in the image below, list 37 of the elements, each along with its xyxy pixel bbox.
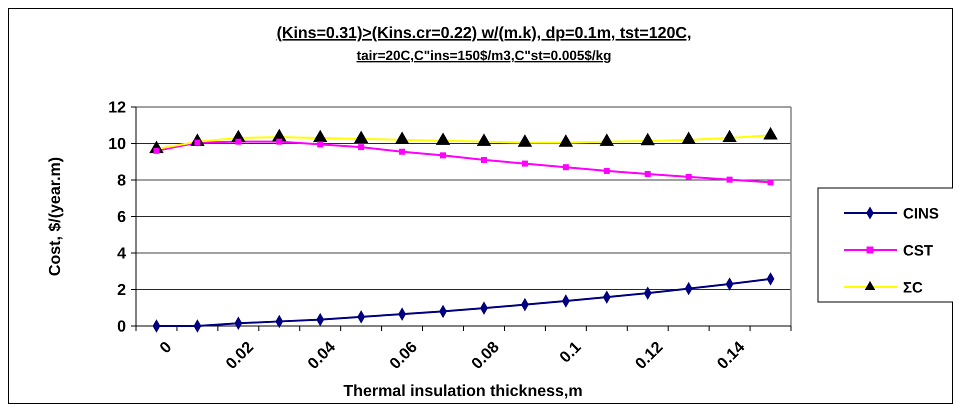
point: [358, 144, 364, 150]
point: [522, 160, 528, 167]
x-tick-label: 0.02: [223, 338, 258, 373]
y-tick-label: 12: [108, 100, 126, 117]
legend-label: CINS: [903, 205, 939, 222]
y-axis-title: Cost, $/(year.m): [47, 156, 64, 276]
point: [153, 148, 160, 154]
y-tick-label: 0: [117, 318, 126, 336]
point: [399, 148, 406, 155]
chart-title: (Kins=0.31)>(Kins.cr=0.22) w/(m.k), dp=0.1m, tst=120C,: [276, 25, 692, 42]
point: [686, 174, 692, 180]
x-tick-label: 0.14: [714, 338, 748, 373]
y-tick-label: 6: [117, 209, 126, 226]
x-tick-label: 0.06: [386, 338, 421, 373]
x-tick-label: 0.08: [468, 338, 503, 373]
y-tick-label: 8: [117, 172, 126, 190]
x-tick-label: 0.12: [632, 338, 667, 373]
point: [726, 176, 733, 183]
x-tick-label: 0.1: [556, 338, 585, 366]
point: [276, 138, 282, 145]
x-axis-title: Thermal insulation thickness,m: [343, 383, 583, 400]
y-tick-label: 2: [117, 282, 126, 300]
y-tick-label: 4: [117, 246, 126, 263]
point: [235, 138, 242, 145]
chart-subtitle: tair=20C,C"ins=150$/m3,C"st=0.005$/kg: [356, 48, 612, 63]
point: [644, 170, 651, 177]
point: [562, 164, 569, 170]
point: [440, 152, 446, 158]
legend-label: CST: [903, 242, 933, 260]
point: [604, 168, 610, 174]
y-tick-label: 10: [108, 136, 126, 154]
x-tick-label: 0.04: [304, 338, 340, 373]
legend-label: ΣC: [903, 279, 923, 296]
point: [768, 179, 774, 186]
point: [317, 141, 324, 148]
point: [480, 156, 487, 163]
x-tick-label: 0: [156, 338, 176, 358]
